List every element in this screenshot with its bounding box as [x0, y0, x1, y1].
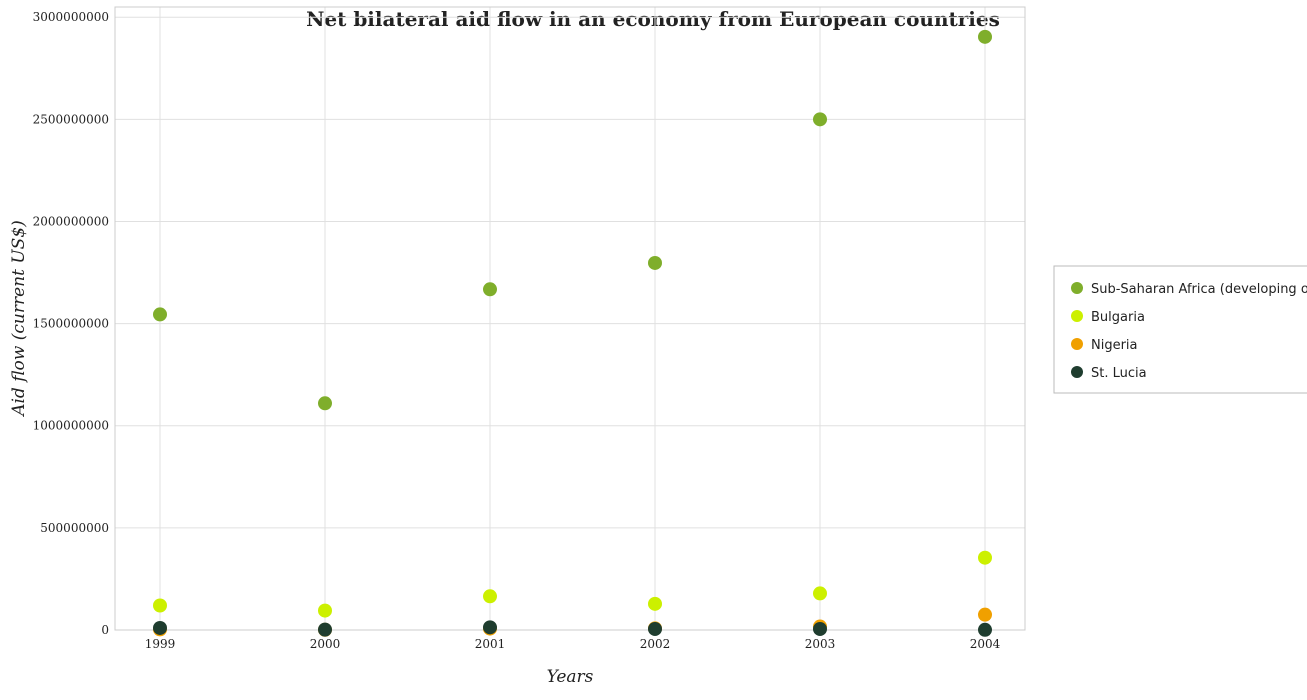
y-tick-label: 0 [101, 623, 109, 637]
chart-title: Net bilateral aid flow in an economy fro… [306, 7, 1000, 31]
data-points [153, 29, 992, 637]
x-tick-label: 2000 [310, 637, 341, 651]
x-tick-label: 2001 [475, 637, 506, 651]
point-st-lucia-2002 [648, 621, 662, 636]
point-sub-saharan-africa-developing-only-2002 [648, 255, 662, 270]
y-tick-label: 500000000 [40, 521, 109, 535]
point-st-lucia-2003 [813, 621, 827, 636]
x-axis-title: Years [547, 667, 594, 687]
point-st-lucia-1999 [153, 620, 167, 635]
x-tick-label: 2004 [970, 637, 1001, 651]
x-axis: 1999 2000 2001 2002 2003 2004 [145, 637, 1001, 651]
point-bulgaria-2003 [813, 586, 827, 601]
point-bulgaria-1999 [153, 598, 167, 613]
point-sub-saharan-africa-developing-only-1999 [153, 307, 167, 322]
legend: Sub-Saharan Africa (developing only) Bulg… [1053, 265, 1307, 394]
y-tick-label: 1000000000 [33, 419, 109, 433]
legend-box [1053, 265, 1307, 394]
x-tick-label: 2002 [640, 637, 671, 651]
point-nigeria-2004 [978, 607, 992, 622]
point-st-lucia-2001 [483, 620, 497, 635]
legend-marker [1071, 338, 1083, 350]
point-sub-saharan-africa-developing-only-2000 [318, 396, 332, 411]
grid [115, 7, 1025, 631]
x-tick-label: 2003 [805, 637, 836, 651]
point-sub-saharan-africa-developing-only-2001 [483, 282, 497, 297]
legend-marker [1071, 366, 1083, 378]
legend-marker [1071, 282, 1083, 294]
point-bulgaria-2000 [318, 603, 332, 618]
y-tick-label: 2500000000 [33, 112, 109, 126]
legend-label: St. Lucia [1091, 366, 1147, 381]
point-st-lucia-2004 [978, 622, 992, 637]
y-tick-label: 2000000000 [33, 214, 109, 228]
point-sub-saharan-africa-developing-only-2004 [978, 29, 992, 44]
legend-label: Sub-Saharan Africa (developing only) [1091, 282, 1307, 297]
point-bulgaria-2001 [483, 589, 497, 604]
point-st-lucia-2000 [318, 622, 332, 637]
y-axis: 0 500000000 1000000000 1500000000 2000000000… [33, 10, 109, 637]
legend-marker [1071, 310, 1083, 322]
point-sub-saharan-africa-developing-only-2003 [813, 112, 827, 127]
plot-area [114, 6, 1026, 631]
x-tick-label: 1999 [145, 637, 176, 651]
legend-label: Bulgaria [1091, 310, 1145, 325]
y-tick-label: 1500000000 [33, 317, 109, 331]
point-bulgaria-2002 [648, 596, 662, 611]
point-bulgaria-2004 [978, 550, 992, 565]
y-tick-label: 3000000000 [33, 10, 109, 24]
y-axis-title: Aid flow (current US$) [9, 220, 29, 418]
legend-label: Nigeria [1091, 338, 1138, 353]
